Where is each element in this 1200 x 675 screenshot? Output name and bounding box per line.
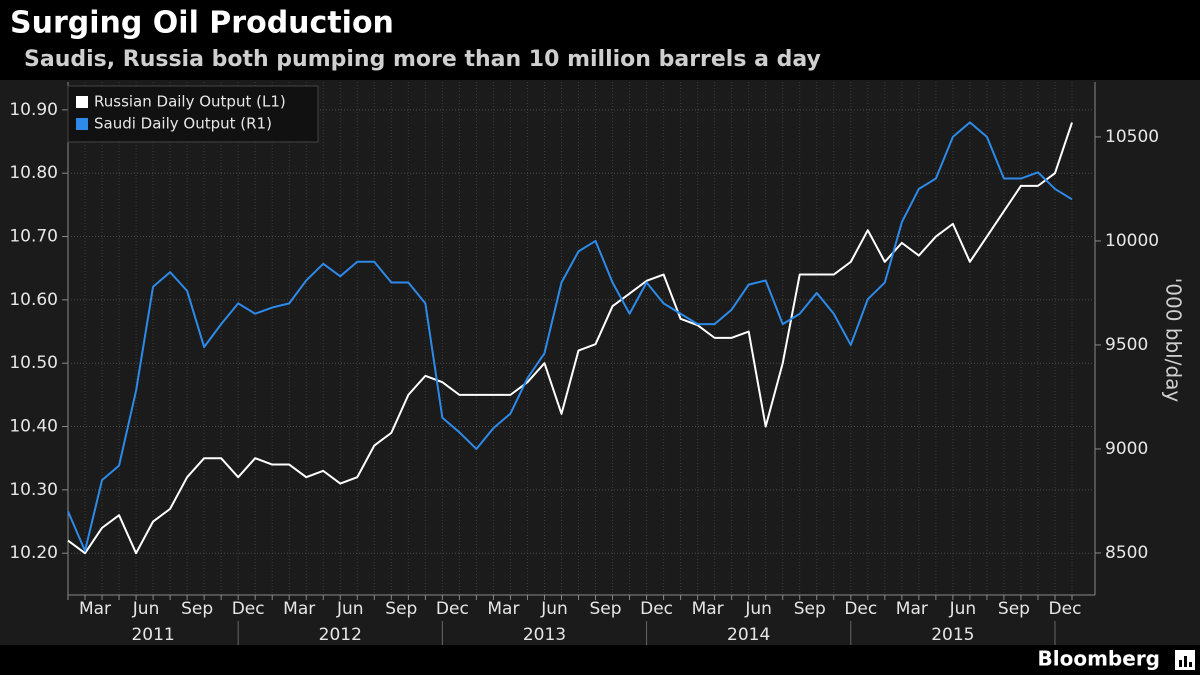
series-line: [67, 122, 1073, 555]
x-tick-label: Dec: [436, 599, 469, 619]
series-line: [67, 121, 1073, 552]
x-tick-label: Dec: [1049, 599, 1082, 619]
legend-label: Russian Daily Output (L1): [94, 93, 286, 111]
y-tick-label: 10.50: [9, 353, 58, 373]
bloomberg-icon: [1175, 650, 1195, 670]
x-tick-label: Mar: [896, 599, 928, 619]
legend-box: [67, 85, 319, 143]
y-tick-label: 10.80: [9, 163, 58, 183]
x-tick-label: Jun: [744, 599, 772, 619]
y-tick-label: 10.40: [9, 417, 58, 437]
year-label: 2012: [319, 625, 362, 645]
chart-subtitle: Saudis, Russia both pumping more than 10…: [24, 47, 821, 72]
x-tick-label: Sep: [385, 599, 417, 619]
x-tick-label: Jun: [540, 599, 568, 619]
y-tick-label: 10.30: [9, 480, 58, 500]
x-tick-label: Dec: [232, 599, 265, 619]
year-label: 2011: [131, 625, 174, 645]
x-tick-label: Sep: [590, 599, 622, 619]
x-tick-label: Jun: [949, 599, 977, 619]
year-label: 2013: [523, 625, 566, 645]
x-tick-label: Sep: [998, 599, 1030, 619]
y2-tick-label: 9000: [1105, 439, 1148, 459]
y2-tick-label: 8500: [1105, 543, 1148, 563]
year-label: 2014: [727, 625, 770, 645]
x-tick-label: Dec: [640, 599, 673, 619]
y-tick-label: 10.60: [9, 290, 58, 310]
x-tick-label: Mar: [283, 599, 315, 619]
y-tick-label: 10.70: [9, 227, 58, 247]
legend-swatch: [76, 118, 88, 130]
source: Bloomberg: [1038, 647, 1160, 671]
y2-tick-label: 10500: [1105, 127, 1159, 147]
y2-tick-label: 9500: [1105, 335, 1148, 355]
x-tick-label: Dec: [844, 599, 877, 619]
x-tick-label: Jun: [336, 599, 364, 619]
chart-title: Surging Oil Production: [10, 6, 394, 41]
x-tick-label: Mar: [487, 599, 519, 619]
y2-axis-label: '000 bbl/day: [1162, 278, 1186, 403]
x-tick-label: Mar: [79, 599, 111, 619]
y2-tick-label: 10000: [1105, 231, 1159, 251]
chart-area: [0, 80, 1200, 645]
x-tick-label: Mar: [692, 599, 724, 619]
x-tick-label: Sep: [794, 599, 826, 619]
y-tick-label: 10.20: [9, 543, 58, 563]
legend-swatch: [76, 96, 88, 108]
y-tick-label: 10.90: [9, 100, 58, 120]
x-tick-label: Jun: [132, 599, 160, 619]
x-tick-label: Sep: [181, 599, 213, 619]
legend-label: Saudi Daily Output (R1): [94, 115, 272, 133]
year-label: 2015: [931, 625, 974, 645]
